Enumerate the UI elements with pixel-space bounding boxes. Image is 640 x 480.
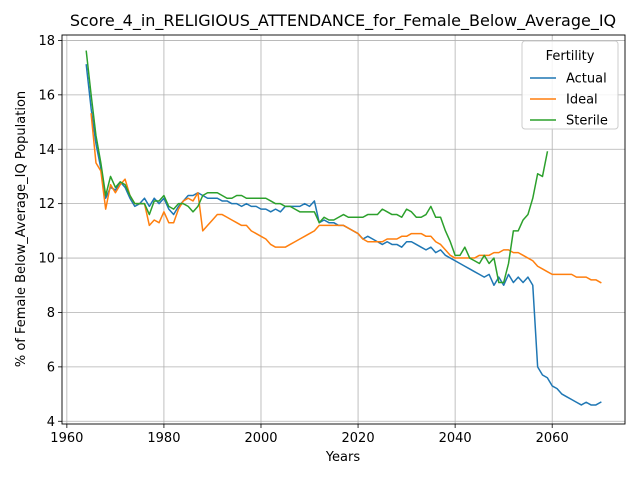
x-tick-label: 1980 xyxy=(147,431,180,446)
plot-frame xyxy=(61,34,626,425)
y-tick-label: 10 xyxy=(38,252,55,267)
y-tick-label: 14 xyxy=(38,143,55,158)
chart-title: Score_4_in_RELIGIOUS_ATTENDANCE_for_Fema… xyxy=(70,11,616,31)
x-tick-label: 1960 xyxy=(50,431,83,446)
y-tick-label: 16 xyxy=(38,88,55,103)
legend-label-actual: Actual xyxy=(566,72,607,87)
y-tick-label: 12 xyxy=(38,197,55,212)
legend-label-ideal: Ideal xyxy=(566,93,598,108)
x-tick-label: 2040 xyxy=(439,431,472,446)
x-tick-label: 2020 xyxy=(342,431,375,446)
legend-label-sterile: Sterile xyxy=(566,114,608,129)
y-tick-label: 18 xyxy=(38,34,55,49)
legend: Fertility Actual Ideal Sterile xyxy=(521,40,619,130)
x-axis: 1960 1980 2000 2020 2040 2060 xyxy=(50,424,569,446)
x-axis-title: Years xyxy=(325,450,361,465)
series-line-sterile xyxy=(85,50,549,284)
y-axis-title: % of Female Below_Average_IQ Population xyxy=(14,91,29,367)
y-axis: 4 6 8 10 12 14 16 18 xyxy=(38,34,62,430)
legend-items: Actual Ideal Sterile xyxy=(530,72,608,129)
y-tick-label: 8 xyxy=(47,306,55,321)
legend-box xyxy=(521,40,619,130)
y-tick-label: 6 xyxy=(47,360,55,375)
series-lines xyxy=(85,50,602,406)
x-tick-label: 2060 xyxy=(536,431,569,446)
x-tick-label: 2000 xyxy=(244,431,277,446)
y-tick-label: 4 xyxy=(47,415,55,430)
legend-title: Fertility xyxy=(546,49,595,64)
series-line-ideal xyxy=(90,113,602,284)
